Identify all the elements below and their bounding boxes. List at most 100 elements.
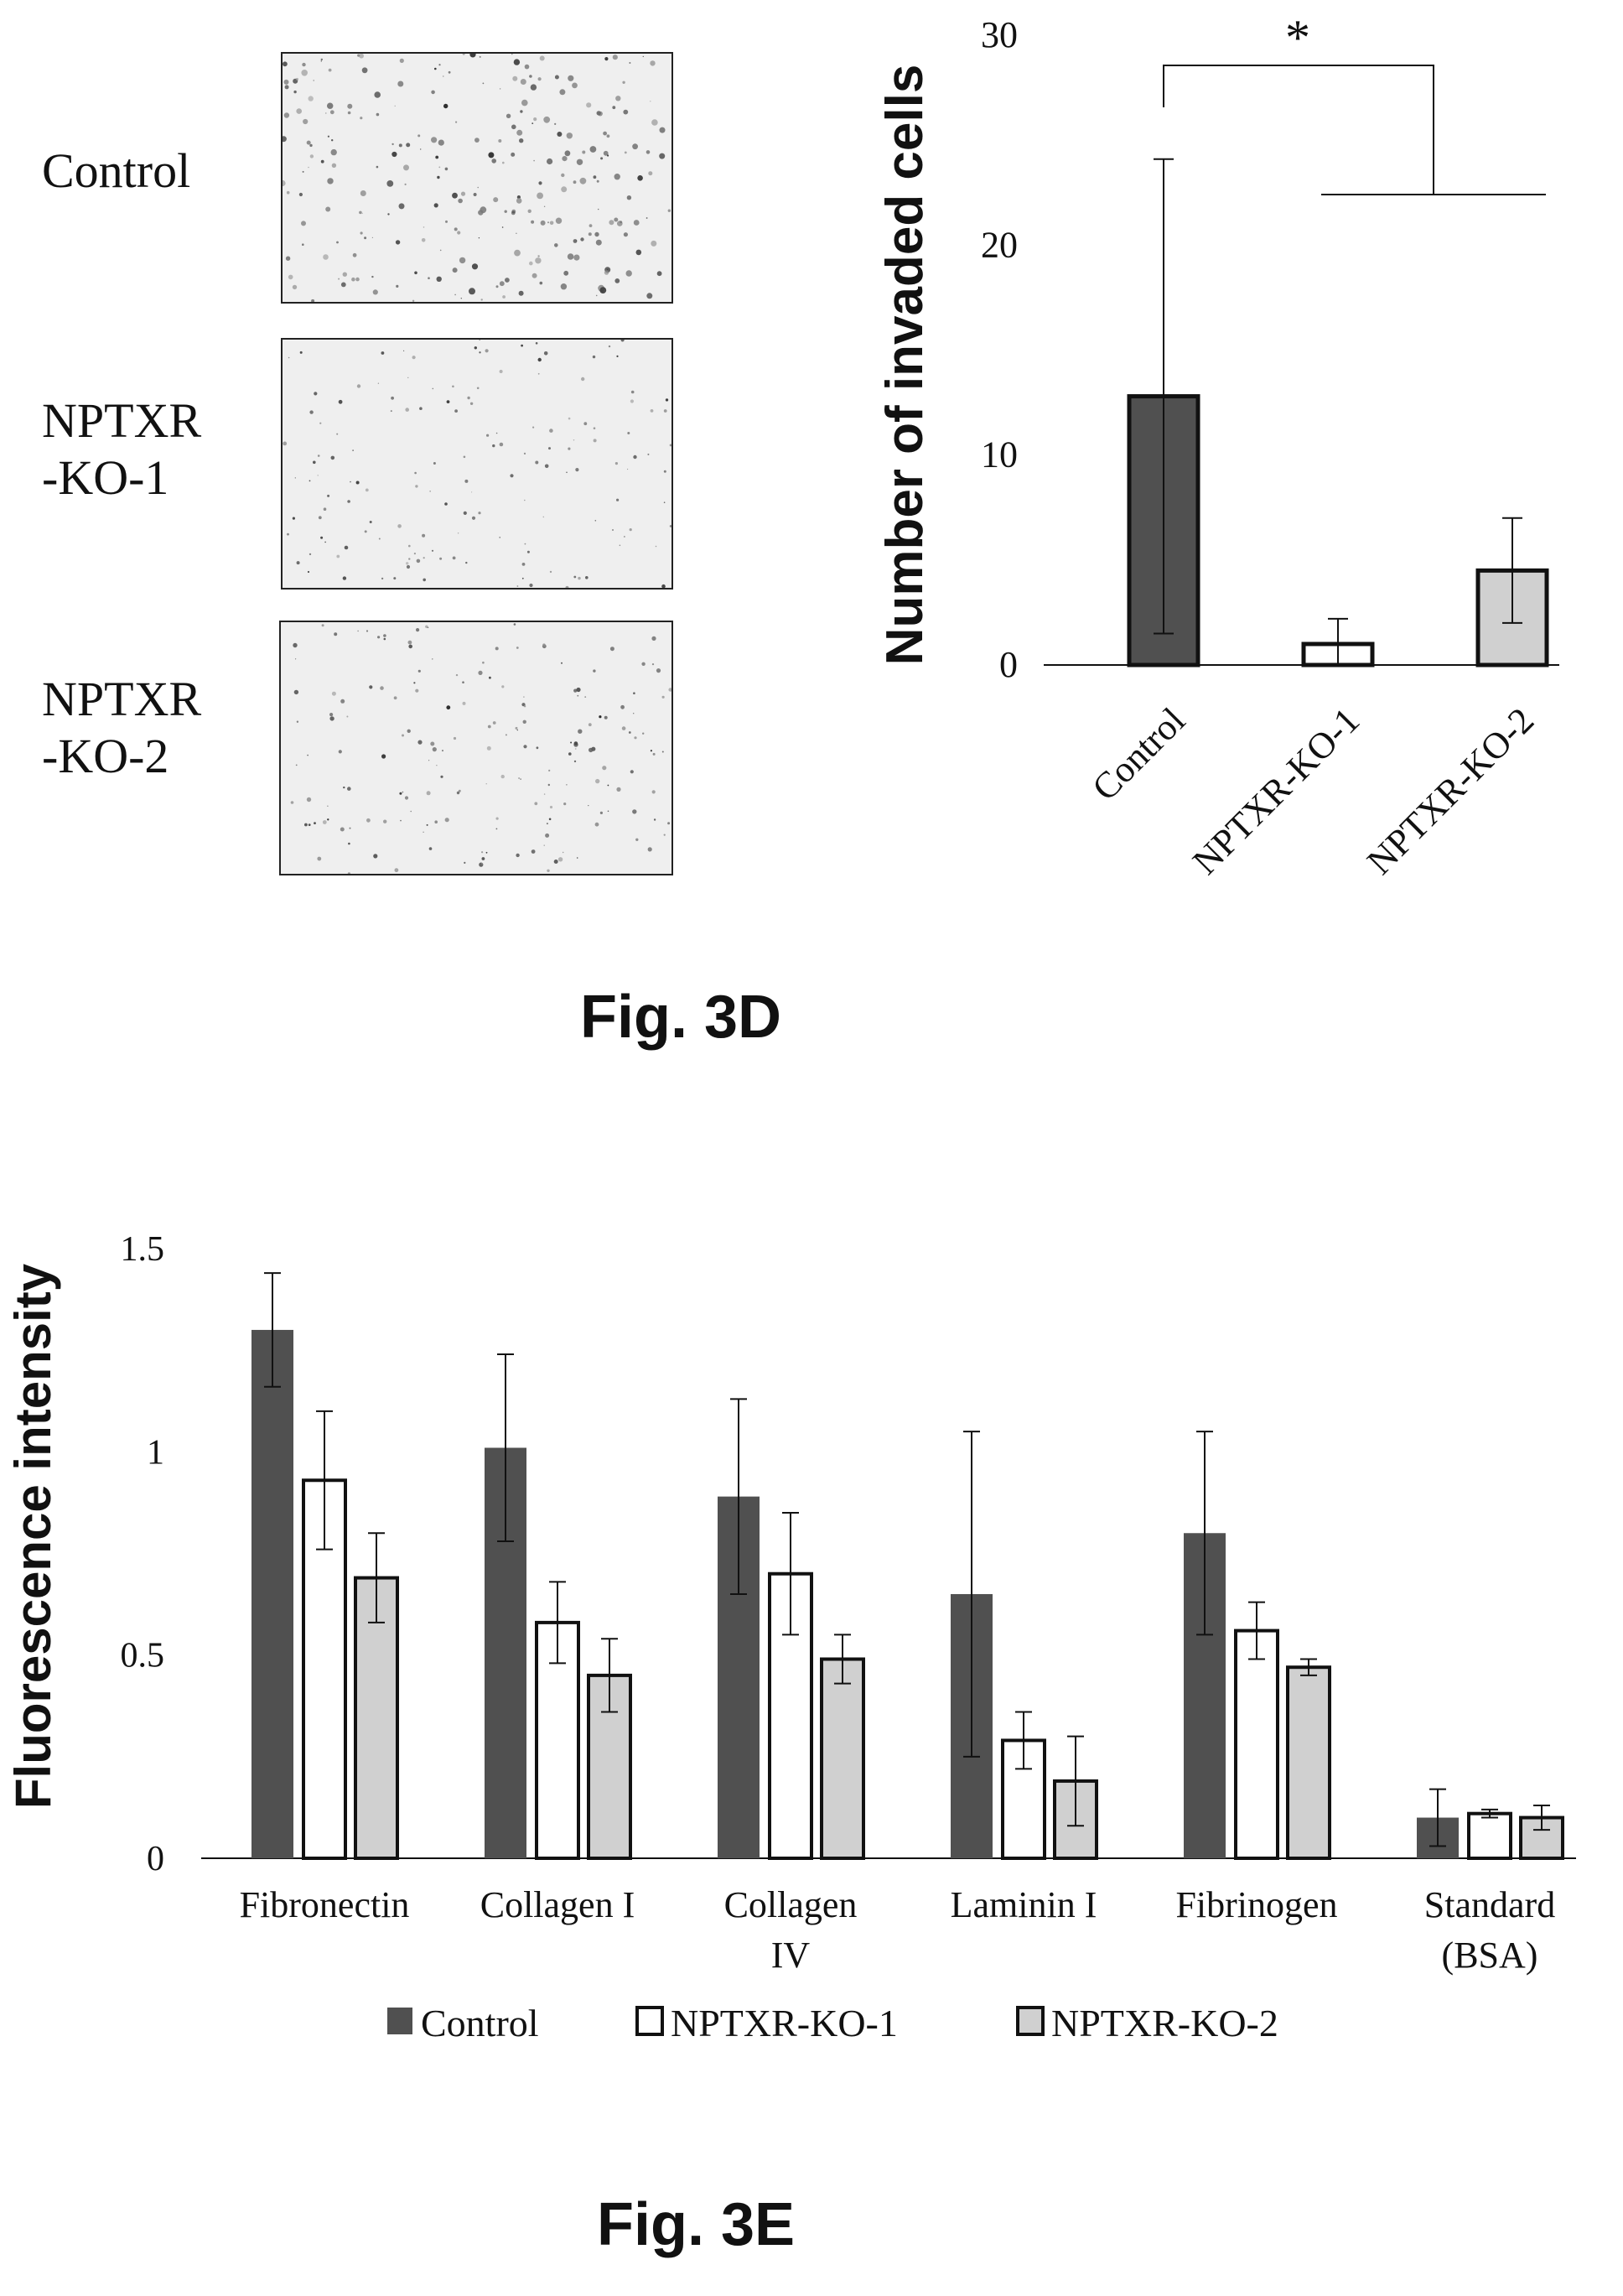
- y-tick-label: 10: [981, 434, 1018, 475]
- cell-dot: [589, 747, 594, 753]
- cell-dot: [371, 236, 373, 238]
- cell-dot: [554, 122, 557, 125]
- cell-dot: [288, 274, 293, 280]
- cell-dot: [327, 494, 330, 497]
- cell-dot: [279, 179, 286, 187]
- cell-dot: [400, 819, 402, 822]
- cell-dot: [520, 778, 521, 780]
- cell-dot: [561, 186, 568, 193]
- cell-dot: [417, 669, 421, 673]
- cell-dot: [547, 783, 550, 787]
- cell-dot: [604, 270, 609, 275]
- cell-dot: [549, 805, 553, 809]
- cell-dot: [516, 647, 519, 649]
- cell-dot: [623, 232, 628, 237]
- cell-dot: [524, 543, 526, 545]
- cell-dot: [604, 57, 609, 61]
- cell-dot: [452, 556, 456, 560]
- cell-dot: [633, 713, 635, 714]
- cell-dot: [568, 417, 571, 420]
- cell-dot: [641, 662, 646, 666]
- cell-dot: [548, 818, 552, 821]
- cell-dot: [620, 704, 625, 709]
- cell-dot: [308, 823, 311, 826]
- cell-dot: [622, 81, 625, 84]
- cell-dot: [383, 637, 386, 641]
- cell-dot: [412, 299, 415, 302]
- cell-dot: [489, 676, 491, 679]
- cell-dot: [523, 745, 527, 749]
- invaded-cells-axes: 0 10 20 30: [981, 14, 1559, 685]
- cell-dot: [482, 661, 485, 664]
- cell-dot: [651, 790, 656, 794]
- cell-dot: [529, 261, 533, 266]
- cell-dot: [474, 346, 477, 350]
- cell-dot: [574, 748, 577, 750]
- cell-dot: [323, 254, 329, 260]
- cell-dot: [582, 150, 586, 154]
- cell-dot: [434, 820, 438, 823]
- cell-dot: [607, 154, 609, 157]
- cell-dot: [320, 536, 324, 539]
- cell-dot: [578, 729, 583, 734]
- fluorescence-chart: Fluorescence intensity 0 0.5 1 1.5 Fibronec…: [5, 1230, 1576, 2044]
- cell-dot: [482, 82, 485, 85]
- cell-dot: [593, 175, 597, 179]
- cell-dot: [283, 61, 288, 67]
- cell-dot: [549, 221, 554, 226]
- cell-dot: [548, 769, 551, 771]
- cell-dot: [369, 685, 373, 689]
- cell-dot: [616, 498, 620, 501]
- cell-dot: [513, 623, 516, 626]
- cell-dot: [342, 272, 347, 277]
- micrograph-label-ko1: NPTXR -KO-1: [42, 393, 202, 505]
- cell-dot: [294, 477, 296, 479]
- x-tick-label: Collagen: [724, 1884, 858, 1925]
- cell-dot: [595, 294, 598, 297]
- cell-dot: [488, 152, 495, 158]
- cell-dot: [469, 51, 476, 58]
- cell-dot: [438, 139, 444, 146]
- x-tick-label: Fibrinogen: [1175, 1884, 1337, 1925]
- cell-dot: [455, 673, 459, 677]
- y-tick-label: 0: [999, 644, 1018, 685]
- cell-dot: [495, 432, 498, 434]
- cell-dot: [327, 805, 329, 807]
- cell-dot: [549, 570, 552, 574]
- cell-dot: [314, 392, 318, 396]
- cell-dot: [474, 138, 480, 143]
- cell-dot: [557, 132, 563, 137]
- cell-dot: [352, 252, 357, 257]
- cell-dot: [630, 770, 634, 774]
- cell-dot: [304, 823, 308, 827]
- cell-dot: [500, 774, 505, 779]
- cell-dot: [446, 400, 450, 403]
- cell-dot: [440, 775, 443, 778]
- y-tick-label: 1: [147, 1433, 164, 1472]
- cell-dot: [651, 240, 657, 247]
- cell-dot: [478, 210, 484, 216]
- cell-dot: [395, 240, 401, 245]
- y-tick-label: 0: [147, 1840, 164, 1878]
- invaded-cells-bars: [1127, 158, 1549, 668]
- cell-dot: [573, 239, 578, 243]
- cell-dot: [309, 480, 311, 482]
- cell-dot: [467, 396, 470, 400]
- cell-dot: [614, 217, 619, 222]
- cell-dot: [539, 55, 545, 61]
- significance-bracket: *: [1163, 10, 1546, 195]
- cell-dot: [391, 143, 394, 146]
- cell-dot: [652, 752, 656, 756]
- cell-dot: [663, 501, 666, 503]
- cell-dot: [669, 525, 672, 527]
- cell-dot: [646, 217, 648, 219]
- cell-dot: [547, 221, 549, 224]
- cell-dot: [505, 278, 510, 283]
- cell-dot: [478, 512, 481, 515]
- cell-dot: [545, 833, 550, 838]
- cell-dot: [513, 59, 521, 65]
- cell-dot: [499, 442, 504, 447]
- cell-dot: [588, 805, 589, 807]
- cell-dot: [430, 741, 435, 746]
